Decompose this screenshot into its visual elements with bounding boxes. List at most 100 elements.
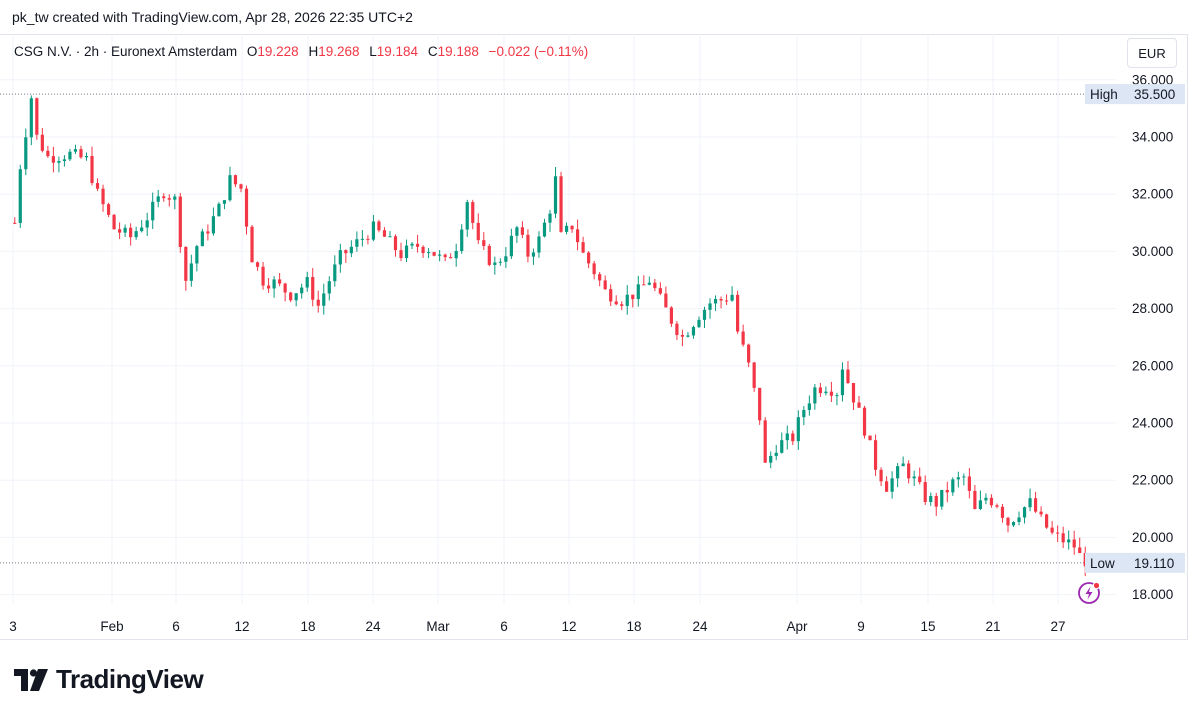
candle [851, 382, 856, 410]
candle [1039, 506, 1043, 517]
candle [1045, 513, 1049, 529]
candle [570, 225, 574, 233]
candle [1000, 504, 1005, 523]
candle [305, 271, 309, 292]
high-low-labels: High 35.500 Low 19.110 [1085, 84, 1185, 573]
candle [934, 492, 938, 516]
candle [564, 222, 569, 235]
candle [449, 253, 453, 259]
candle [956, 471, 960, 488]
candle [575, 219, 580, 251]
candle [162, 193, 166, 202]
candle [360, 230, 364, 247]
symbol-name[interactable]: CSG N.V. · 2h · Euronext Amsterdam [14, 44, 238, 59]
candle [134, 226, 138, 240]
candle [404, 239, 409, 263]
candle [785, 425, 789, 450]
tradingview-logo-icon [14, 668, 48, 691]
candle [896, 463, 900, 488]
candle [217, 202, 221, 217]
candle [631, 294, 635, 308]
lightning-icon[interactable] [1076, 580, 1102, 606]
candle [796, 410, 800, 450]
candle [123, 224, 127, 238]
candle [642, 275, 646, 286]
candle [1006, 516, 1010, 533]
x-tick-label: 6 [500, 619, 508, 634]
candle [846, 361, 850, 384]
candle [1072, 530, 1076, 555]
candle [515, 225, 519, 243]
candle [151, 192, 155, 229]
candle [504, 247, 508, 268]
time-axis: 3 Feb 6 12 18 24 Mar 6 12 18 24 Apr 9 15 21 27 [9, 619, 1065, 634]
y-tick-label: 36.000 [1132, 72, 1173, 87]
candle [802, 406, 806, 426]
candle [300, 283, 304, 299]
candle [658, 282, 662, 296]
candle [333, 255, 337, 287]
candle [460, 224, 464, 254]
candle [758, 387, 762, 425]
candle [736, 290, 740, 334]
candle [294, 292, 298, 307]
candle [250, 225, 254, 263]
candle [140, 220, 144, 233]
candle [18, 164, 22, 229]
candle [587, 251, 591, 269]
candle [222, 199, 227, 210]
price-chart[interactable]: 36.000 34.000 32.000 30.000 28.000 26.000 24.0… [0, 34, 1188, 640]
candle [482, 232, 486, 251]
close-value: 19.188 [437, 44, 479, 59]
candle [344, 249, 348, 263]
tradingview-logo[interactable]: TradingView [14, 664, 204, 695]
candle [244, 185, 249, 235]
candle [228, 166, 232, 202]
candle [278, 273, 282, 287]
currency-button[interactable]: EUR [1127, 38, 1177, 68]
candle [774, 444, 778, 461]
candle [266, 278, 271, 293]
x-tick-label: 21 [985, 619, 1000, 634]
x-tick-label: 18 [626, 619, 641, 634]
candle [145, 212, 149, 237]
y-tick-label: 18.000 [1132, 587, 1173, 602]
candle [929, 492, 933, 506]
candle [730, 286, 734, 302]
low-label: L [369, 44, 377, 59]
x-tick-label: 15 [920, 619, 935, 634]
x-tick-label: Apr [786, 619, 808, 634]
candle [316, 290, 320, 313]
candle [879, 467, 883, 487]
candle [829, 381, 834, 403]
x-tick-label: 18 [300, 619, 315, 634]
candle [923, 475, 927, 505]
candle [129, 223, 133, 246]
candle [708, 298, 712, 319]
candle [509, 228, 513, 260]
candle [691, 325, 696, 339]
candle [609, 284, 613, 307]
candle [393, 234, 398, 257]
candle [289, 291, 293, 303]
candle [62, 155, 67, 167]
candle [493, 256, 497, 275]
x-tick-label: Feb [100, 619, 123, 634]
candle [173, 193, 177, 210]
candle [415, 234, 420, 253]
candle [813, 383, 817, 410]
candle [1067, 530, 1071, 550]
candle [421, 245, 425, 258]
candle [752, 361, 756, 392]
candle [382, 227, 387, 237]
candle [1033, 491, 1038, 514]
candle [526, 229, 530, 263]
chart-attribution: pk_tw created with TradingView.com, Apr … [12, 9, 413, 25]
candle [13, 217, 17, 225]
candle [118, 222, 122, 240]
low-label-box [1085, 552, 1129, 573]
candle [807, 395, 811, 416]
candle [818, 382, 822, 397]
y-tick-label: 26.000 [1132, 358, 1173, 373]
x-tick-label: 12 [234, 619, 249, 634]
